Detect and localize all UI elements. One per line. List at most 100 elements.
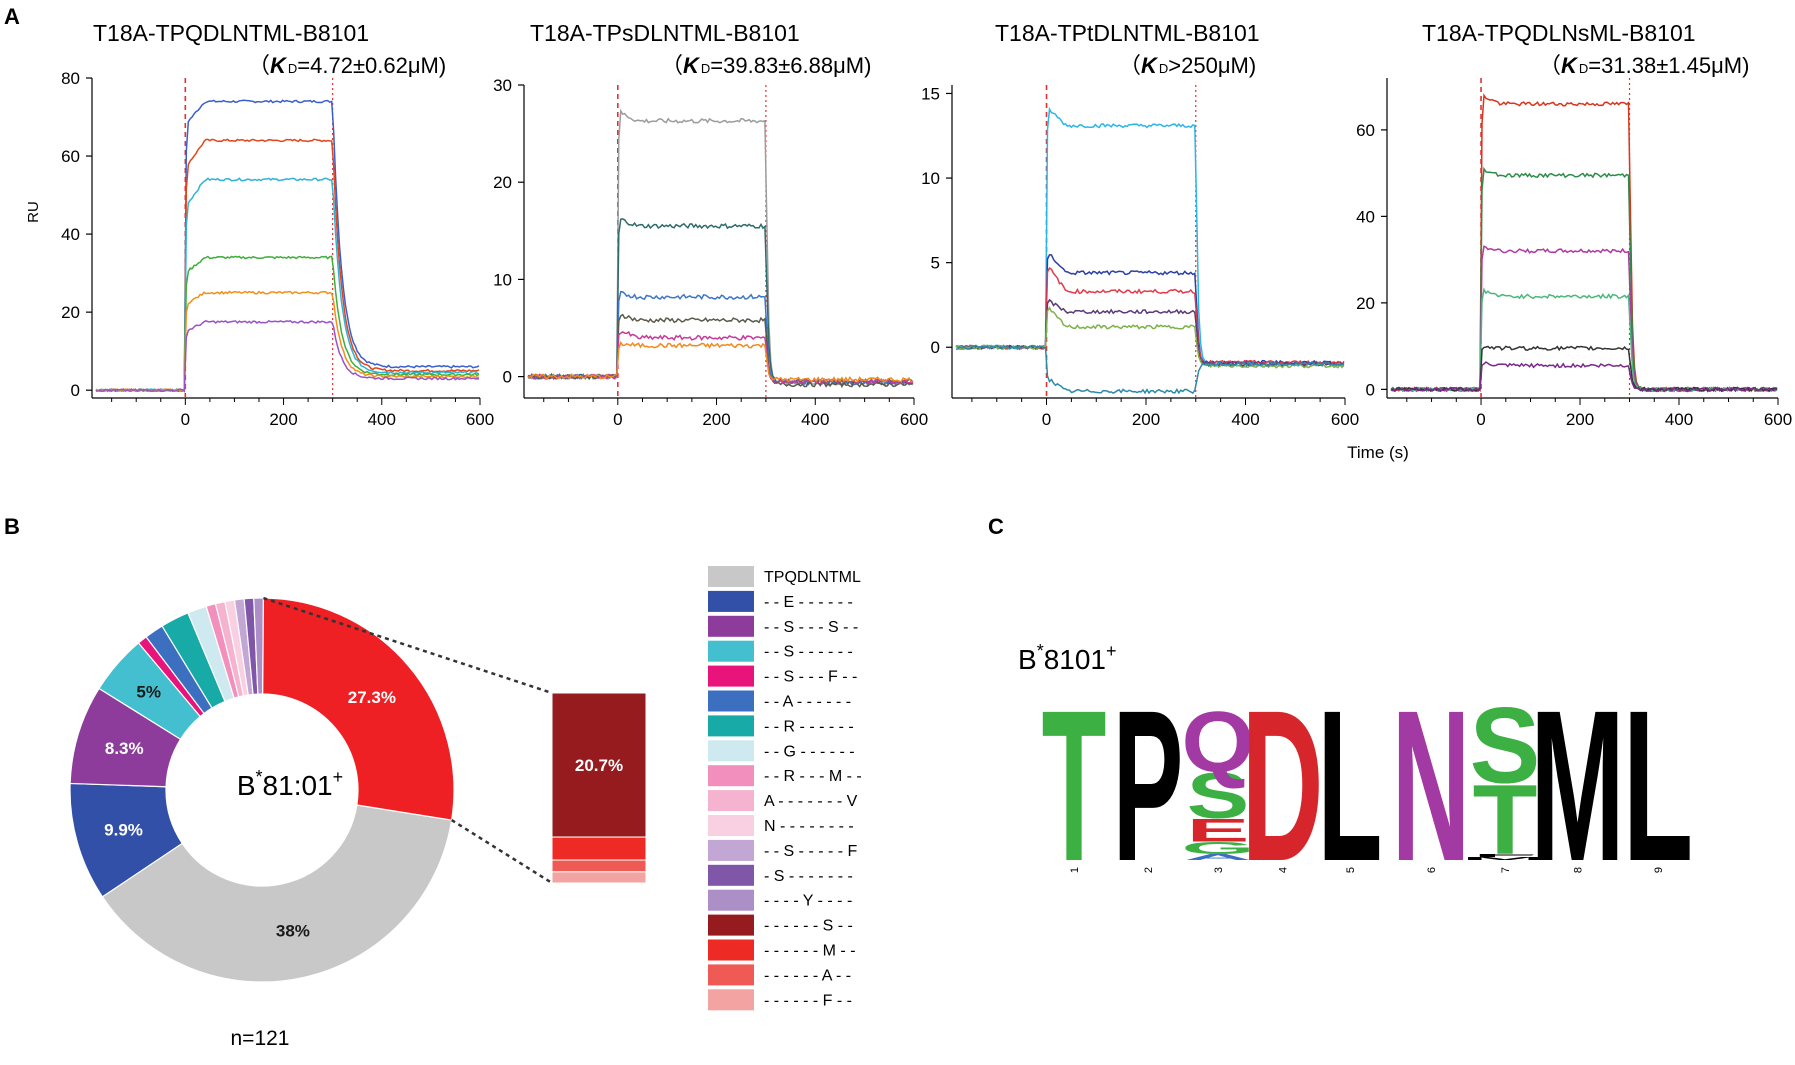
spr-x-tick-label: 600	[1331, 410, 1359, 429]
spr-plot-title: T18A-TPQDLNTML-B8101	[93, 20, 369, 46]
kd-open: （	[1539, 53, 1561, 78]
legend-label: - - S - - - - - -	[764, 644, 853, 661]
kd-subscript: D	[288, 61, 297, 76]
legend-swatch	[708, 665, 754, 687]
donut-chart: n=121 38% 9.9% 8.3% 5% 27.3% B*81:01+	[69, 597, 455, 1050]
legend-swatch	[708, 615, 754, 637]
spr-y-tick-label: 40	[61, 225, 80, 244]
sensorgram-curve	[955, 106, 1345, 367]
logo-title-main: 8101	[1044, 644, 1106, 675]
legend-swatch	[708, 939, 754, 961]
legend-swatch	[708, 566, 754, 587]
donut-center-label: B*81:01+	[237, 767, 343, 801]
spr-y-tick-label: 80	[61, 69, 80, 88]
kd-subscript: D	[1159, 61, 1168, 76]
breakdown-bar: 20.7%	[263, 596, 647, 885]
kd-value: >250μM)	[1168, 53, 1256, 78]
donut-slice	[262, 597, 455, 821]
logo-letter: L	[1623, 665, 1693, 906]
logo-position-1: T1	[1042, 665, 1107, 906]
donut-title-base: B	[237, 770, 256, 801]
sensorgram-curve	[955, 306, 1345, 369]
spr-y-tick-label: 0	[1366, 380, 1375, 399]
logo-letter: P	[1113, 665, 1184, 906]
logo-position-label: 1	[1069, 867, 1081, 873]
spr-x-tick-label: 600	[900, 410, 928, 429]
logo-title: B*8101+	[1018, 641, 1117, 675]
breakdown-label: 20.7%	[575, 756, 623, 775]
logo-letter: L	[1318, 665, 1383, 906]
spr-y-tick-label: 40	[1356, 207, 1375, 226]
kd-subscript: D	[701, 61, 710, 76]
kd-open: （	[248, 53, 270, 78]
sensorgram-curve	[95, 138, 480, 393]
legend-label: - - E - - - - - -	[764, 594, 853, 611]
spr-y-tick-label: 60	[61, 147, 80, 166]
sensorgram-curve	[1390, 361, 1778, 393]
spr-y-tick-label: 10	[493, 270, 512, 289]
breakdown-segment	[551, 871, 647, 884]
sensorgram-curve	[1390, 245, 1778, 393]
legend-swatch	[708, 590, 754, 612]
spr-x-tick-label: 400	[1665, 410, 1693, 429]
spr-y-tick-label: 20	[1356, 294, 1375, 313]
spr-x-tick-label: 200	[702, 410, 730, 429]
legend-label: - S - - - - - - -	[764, 868, 853, 885]
sample-size-label: n=121	[231, 1027, 290, 1050]
spr-x-tick-label: 200	[1132, 410, 1160, 429]
sensorgram-curve	[95, 177, 480, 393]
spr-y-tick-label: 0	[931, 338, 940, 357]
legend-label: A - - - - - - - V	[764, 793, 858, 810]
sensorgram-curve	[527, 108, 914, 387]
legend-swatch	[708, 989, 754, 1011]
logo-letter: Q	[1181, 694, 1254, 791]
spr-y-tick-label: 5	[931, 254, 940, 273]
spr-plot-title: T18A-TPsDLNTML-B8101	[530, 20, 800, 46]
spr-x-axis-label: Time (s)	[1347, 443, 1409, 462]
logo-position-6: N6	[1392, 667, 1471, 907]
donut-slice	[101, 804, 453, 983]
logo-position-5: L5	[1318, 665, 1383, 906]
donut-title-sup: *	[256, 767, 263, 787]
logo-position-label: 8	[1573, 867, 1585, 873]
kd-value: =31.38±1.45μM)	[1588, 53, 1749, 78]
sensorgram-curve	[1390, 166, 1778, 393]
logo-position-9: L9	[1623, 665, 1693, 906]
sensorgram-curve	[527, 340, 914, 383]
donut-slice-label: 5%	[136, 683, 161, 702]
spr-plot-4: T18A-TPQDLNsML-B8101 （K D=31.38±1.45μM) 0 20…	[1356, 20, 1792, 429]
spr-x-tick-label: 0	[1042, 410, 1051, 429]
legend: TPQDLNTML - - E - - - - - - - - S - - - S …	[708, 566, 862, 1011]
spr-kd-label: （K D=4.72±0.62μM)	[248, 53, 446, 78]
spr-plot-1: T18A-TPQDLNTML-B8101 （K D=4.72±0.62μM) 0 20 4…	[61, 20, 494, 429]
spr-y-tick-label: 0	[503, 368, 512, 387]
logo-position-label: 2	[1143, 867, 1155, 873]
logo-letter: E	[1187, 812, 1250, 848]
logo-position-label: 9	[1653, 867, 1665, 873]
legend-label: N - - - - - - - -	[764, 818, 854, 835]
spr-x-tick-label: 400	[1231, 410, 1259, 429]
spr-x-tick-label: 200	[269, 410, 297, 429]
spr-y-tick-label: 0	[71, 381, 80, 400]
legend-swatch	[708, 740, 754, 762]
logo-letter: M	[1530, 666, 1625, 906]
spr-kd-label: （K D=39.83±6.88μM)	[661, 53, 871, 78]
logo-title-sup: *	[1037, 641, 1044, 661]
spr-panel: RU Time (s) T18A-TPQDLNTML-B8101（K D=4.72…	[25, 20, 1792, 462]
panel-label-b: B	[4, 514, 20, 539]
legend-label: - - A - - - - - -	[764, 694, 851, 711]
spr-y-tick-label: 30	[493, 76, 512, 95]
kd-symbol: K	[1141, 53, 1159, 78]
sensorgram-curve	[1390, 287, 1778, 393]
sensorgram-curve	[95, 319, 480, 393]
legend-label: - - G - - - - - -	[764, 743, 855, 760]
logo-letter: T	[1473, 764, 1538, 875]
donut-slice-label: 38%	[276, 922, 310, 941]
sensorgram-curve	[1390, 345, 1778, 393]
legend-label: - - S - - - - - F	[764, 843, 858, 860]
donut-title-main: 81:01	[263, 770, 333, 801]
spr-x-tick-label: 400	[801, 410, 829, 429]
panel-label-a: A	[4, 4, 20, 29]
